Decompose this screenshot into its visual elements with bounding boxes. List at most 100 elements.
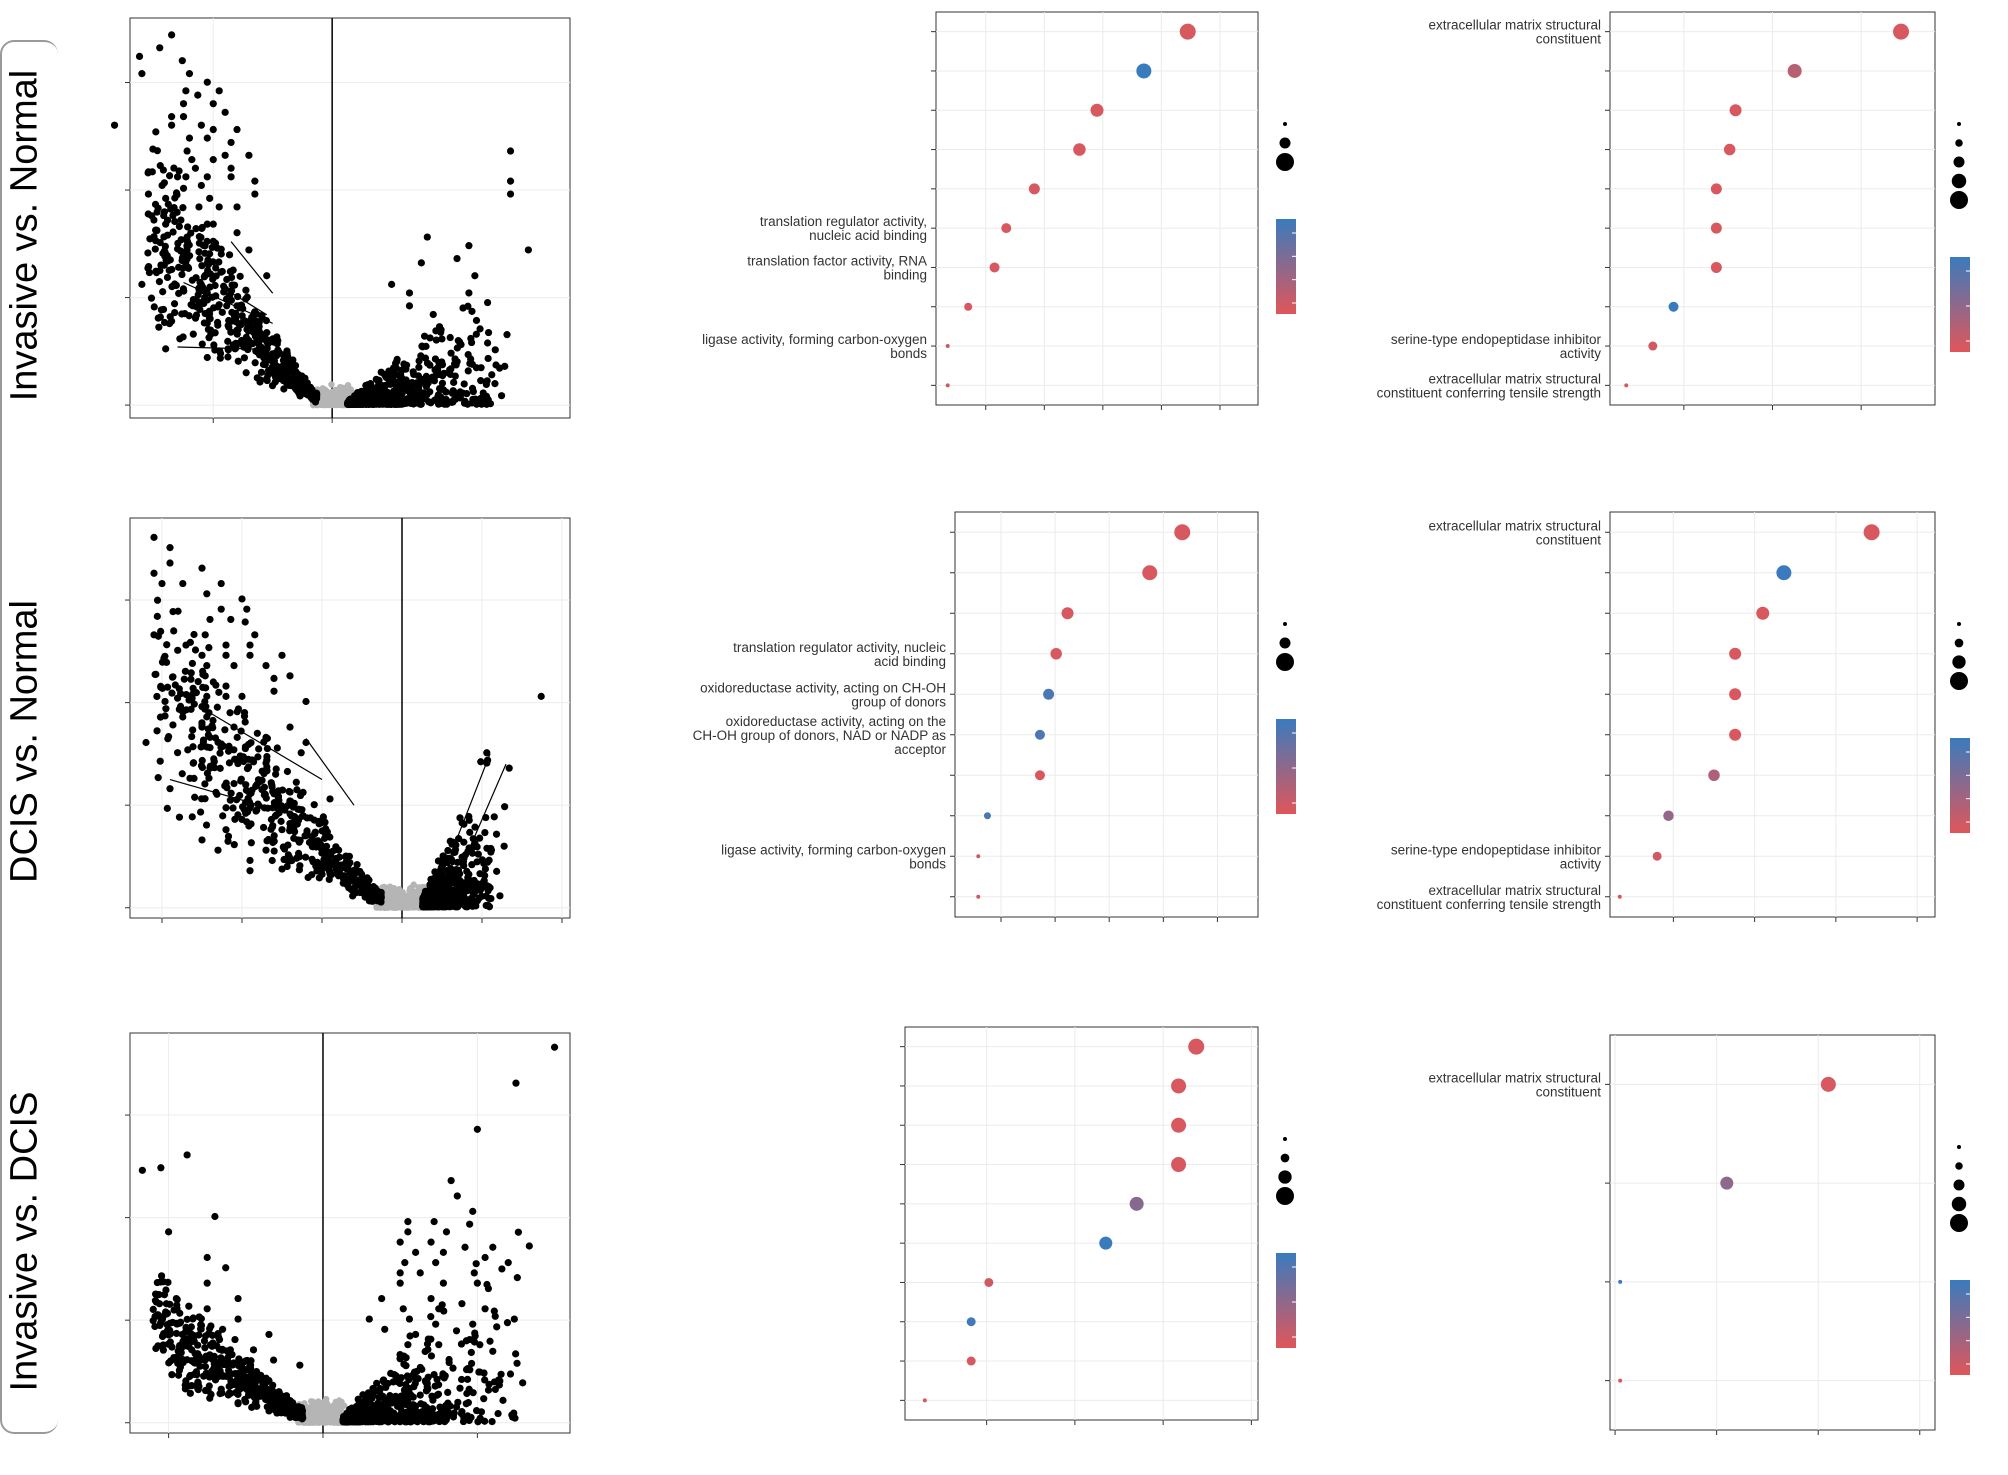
sig-point bbox=[173, 694, 182, 702]
sig-point bbox=[427, 1313, 435, 1321]
sig-point bbox=[202, 821, 211, 829]
sig-point bbox=[490, 1378, 499, 1386]
sig-point bbox=[468, 307, 476, 315]
gene-point bbox=[227, 267, 235, 276]
sig-point bbox=[197, 1325, 205, 1333]
gene-point bbox=[206, 194, 214, 202]
sig-point bbox=[430, 1371, 438, 1379]
sig-point bbox=[513, 1359, 521, 1367]
sig-point bbox=[441, 1417, 449, 1425]
sig-point bbox=[243, 765, 252, 773]
sig-point bbox=[438, 335, 446, 343]
sig-point bbox=[174, 239, 182, 247]
sig-point bbox=[192, 689, 200, 697]
gene-point bbox=[483, 759, 491, 767]
sig-point bbox=[275, 348, 283, 356]
sig-point bbox=[198, 262, 206, 270]
sig-point bbox=[253, 806, 261, 814]
sig-point bbox=[153, 692, 161, 701]
sig-point bbox=[191, 314, 200, 322]
sig-point bbox=[315, 820, 323, 828]
sig-point bbox=[150, 303, 158, 311]
volcano-invasive-vs-dcis bbox=[125, 1032, 571, 1438]
sig-point bbox=[359, 1391, 367, 1399]
gene-point bbox=[550, 1043, 559, 1051]
sig-point bbox=[423, 1377, 431, 1385]
sig-point bbox=[391, 389, 399, 397]
gene-point bbox=[245, 151, 253, 159]
sig-point bbox=[285, 787, 293, 796]
sig-point bbox=[477, 758, 485, 766]
sig-point bbox=[237, 777, 245, 785]
sig-point bbox=[402, 1362, 410, 1370]
sig-point bbox=[216, 749, 224, 757]
sig-point bbox=[224, 353, 232, 361]
sig-point bbox=[496, 892, 504, 900]
sig-point bbox=[238, 312, 246, 320]
sig-point bbox=[227, 273, 236, 282]
gene-point bbox=[138, 70, 146, 78]
gene-point bbox=[183, 233, 191, 241]
sig-point bbox=[178, 270, 186, 279]
sig-point bbox=[460, 838, 468, 846]
sig-point bbox=[280, 370, 288, 378]
sig-point bbox=[493, 867, 501, 875]
sig-point bbox=[354, 1395, 362, 1403]
sig-point bbox=[251, 359, 259, 367]
gene-point bbox=[209, 237, 217, 245]
sig-point bbox=[439, 1370, 447, 1378]
sig-point bbox=[435, 1417, 443, 1426]
sig-point bbox=[188, 813, 196, 821]
sig-point bbox=[258, 776, 266, 784]
sig-point bbox=[407, 1391, 415, 1399]
sig-point bbox=[268, 382, 277, 390]
sig-point bbox=[286, 827, 294, 835]
sig-point bbox=[499, 1396, 507, 1404]
gene-point bbox=[203, 713, 211, 721]
sig-point bbox=[229, 1380, 237, 1389]
sig-point bbox=[454, 869, 462, 878]
sig-point bbox=[161, 697, 169, 706]
sig-point bbox=[464, 302, 472, 310]
gene-point bbox=[110, 121, 119, 129]
sig-point bbox=[501, 803, 509, 811]
gene-point bbox=[206, 764, 214, 772]
sig-point bbox=[171, 194, 179, 202]
sig-point bbox=[268, 363, 276, 371]
sig-point bbox=[215, 1336, 224, 1344]
sig-point bbox=[157, 1272, 166, 1280]
sig-point bbox=[464, 873, 472, 882]
gene-point bbox=[241, 718, 249, 726]
sig-point bbox=[225, 742, 233, 750]
sig-point bbox=[483, 858, 492, 866]
gene-point bbox=[195, 203, 203, 211]
sig-point bbox=[429, 1396, 437, 1404]
gene-point bbox=[254, 800, 262, 808]
sig-point bbox=[224, 837, 232, 845]
gene-point bbox=[506, 147, 515, 155]
gene-point bbox=[203, 319, 211, 327]
sig-point bbox=[408, 379, 417, 387]
sig-point bbox=[327, 858, 335, 866]
sig-point bbox=[146, 235, 154, 243]
sig-point bbox=[525, 1242, 533, 1250]
sig-point bbox=[512, 1350, 520, 1358]
sig-point bbox=[446, 854, 454, 862]
sig-point bbox=[396, 1379, 404, 1388]
sig-point bbox=[151, 1297, 160, 1305]
sig-point bbox=[210, 755, 218, 763]
sig-point bbox=[167, 1357, 175, 1365]
sig-point bbox=[269, 838, 277, 847]
sig-point bbox=[151, 670, 159, 679]
sig-point bbox=[443, 873, 451, 881]
sig-point bbox=[286, 819, 294, 828]
gene-point bbox=[465, 289, 473, 297]
sig-point bbox=[232, 339, 240, 347]
sig-point bbox=[416, 399, 424, 407]
sig-point bbox=[205, 307, 213, 315]
sig-point bbox=[519, 1379, 527, 1387]
sig-point bbox=[182, 1342, 190, 1350]
sig-point bbox=[201, 1344, 209, 1352]
sig-point bbox=[173, 1301, 181, 1309]
sig-point bbox=[451, 372, 459, 380]
